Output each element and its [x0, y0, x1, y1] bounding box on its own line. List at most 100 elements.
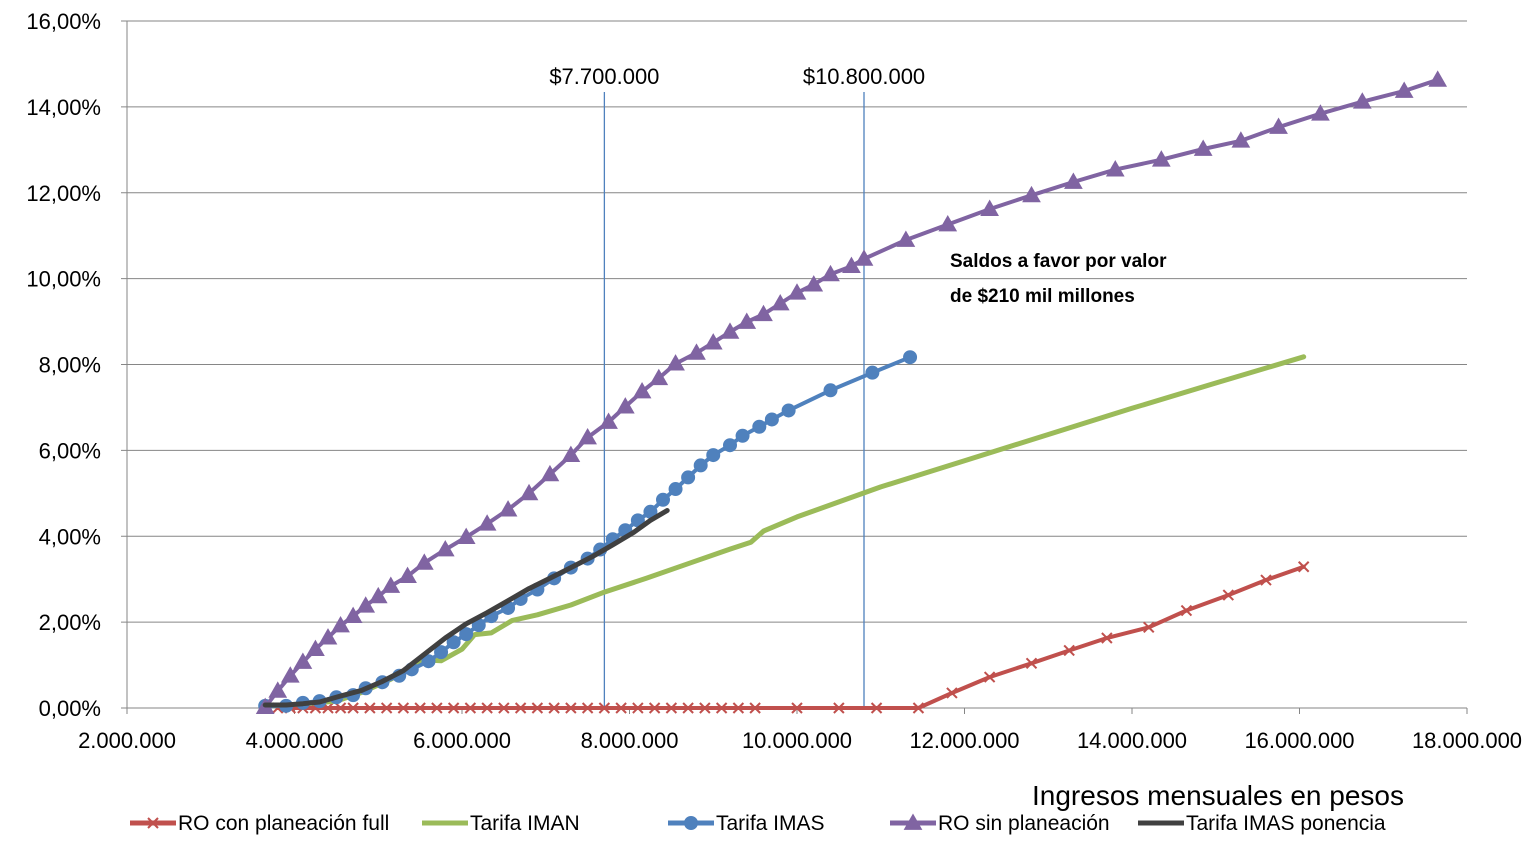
data-point-ro-sin-planeacion-46 [1269, 117, 1288, 134]
data-point-ro-sin-planeacion-4 [306, 639, 325, 657]
data-point-ro-con-planeacion-full-25-stroke-b [665, 702, 678, 714]
data-point-ro-con-planeacion-full-25 [665, 702, 678, 714]
data-point-ro-sin-planeacion-7 [343, 606, 363, 623]
x-tick-label-5: 12.000.000 [909, 728, 1019, 753]
data-point-ro-con-planeacion-full-7 [364, 702, 376, 714]
y-tick-label-5: 10,00% [26, 267, 101, 292]
legend-item-tarifa-imas-ponencia: Tarifa IMAS ponencia [1138, 812, 1386, 835]
data-point-ro-con-planeacion-full-20-stroke-b [581, 702, 594, 714]
data-point-ro-sin-planeacion-20 [578, 427, 597, 445]
data-point-ro-sin-planeacion-31 [770, 294, 790, 311]
data-point-ro-con-planeacion-full-23 [632, 702, 644, 714]
data-point-ro-con-planeacion-full-26-stroke-b [682, 702, 694, 714]
data-point-ro-con-planeacion-full-39-stroke-b [1101, 632, 1113, 644]
data-point-ro-con-planeacion-full-14 [481, 702, 493, 714]
data-point-ro-con-planeacion-full-11-stroke-b [431, 702, 443, 714]
x-tick-label-1: 4.000.000 [246, 728, 344, 753]
legend-label-ro-sin-planeacion: RO sin planeación [938, 812, 1110, 835]
data-point-ro-con-planeacion-full-21 [598, 702, 611, 714]
data-point-ro-con-planeacion-full-7-stroke-b [364, 702, 376, 714]
x-tick-label-3: 8.000.000 [581, 728, 679, 753]
data-point-ro-sin-planeacion-5 [318, 628, 338, 645]
data-point-ro-sin-planeacion-23 [632, 382, 652, 399]
data-point-ro-con-planeacion-full-22-stroke-b [615, 702, 627, 714]
y-tick-label-3: 6,00% [39, 438, 101, 463]
data-point-ro-sin-planeacion-15 [477, 514, 497, 531]
data-point-ro-con-planeacion-full-18 [548, 702, 560, 714]
data-point-ro-con-planeacion-full-35-stroke-b [946, 687, 958, 699]
data-point-ro-con-planeacion-full-12-stroke-b [447, 702, 460, 714]
data-point-ro-con-planeacion-full-4-stroke-b [322, 702, 334, 714]
data-point-ro-con-planeacion-full-9-stroke-b [397, 702, 410, 714]
data-point-ro-con-planeacion-full-43-stroke-b [1260, 574, 1272, 586]
data-point-ro-sin-planeacion-22 [615, 397, 635, 414]
data-point-ro-con-planeacion-full-28-stroke-b [715, 702, 728, 714]
legend-item-tarifa-iman: Tarifa IMAN [422, 812, 580, 835]
data-point-ro-con-planeacion-full-41 [1180, 604, 1193, 617]
data-point-ro-con-planeacion-full-19-stroke-b [565, 702, 577, 714]
x-tick-label-0: 2.000.000 [78, 728, 176, 753]
data-point-tarifa-imas-35 [764, 412, 779, 427]
data-point-ro-sin-planeacion-25 [666, 354, 685, 371]
data-point-ro-sin-planeacion-44 [1193, 139, 1213, 156]
legend-label-tarifa-imas: Tarifa IMAS [716, 812, 825, 835]
data-point-ro-sin-planeacion-1 [268, 681, 288, 698]
data-point-ro-con-planeacion-full-34 [912, 702, 925, 714]
data-point-tarifa-imas-13 [459, 627, 474, 642]
data-point-ro-sin-planeacion-18 [540, 464, 560, 482]
data-point-ro-con-planeacion-full-24 [648, 702, 661, 714]
data-point-ro-sin-planeacion-2 [280, 666, 300, 683]
series-line-ro-sin-planeacion [263, 77, 1440, 710]
data-point-ro-con-planeacion-full-40 [1143, 621, 1155, 633]
reference-line-label-0: $7.700.000 [549, 64, 659, 89]
data-point-ro-con-planeacion-full-16 [514, 702, 527, 714]
data-point-ro-con-planeacion-full-14-stroke-b [481, 702, 493, 714]
data-point-ro-con-planeacion-full-29-stroke-b [732, 702, 745, 714]
data-point-ro-con-planeacion-full-5 [334, 702, 347, 714]
data-point-ro-sin-planeacion-28 [720, 322, 740, 339]
data-point-ro-sin-planeacion-24 [649, 368, 669, 386]
data-point-ro-con-planeacion-full-20 [581, 702, 594, 714]
x-tick-label-6: 14.000.000 [1077, 728, 1187, 753]
data-point-tarifa-imas-36 [781, 403, 796, 418]
data-point-ro-con-planeacion-full-18-stroke-b [548, 702, 560, 714]
data-point-ro-sin-planeacion-30 [754, 304, 773, 322]
data-point-ro-sin-planeacion-50 [1428, 70, 1448, 87]
data-point-ro-con-planeacion-full-40-stroke-b [1143, 621, 1155, 633]
data-point-ro-sin-planeacion-21 [599, 412, 618, 429]
data-point-tarifa-imas-30 [693, 458, 708, 473]
data-point-ro-sin-planeacion-11 [398, 566, 417, 584]
data-point-ro-con-planeacion-full-16-stroke-b [514, 702, 527, 714]
legend-item-tarifa-imas: Tarifa IMAS [668, 812, 825, 835]
data-point-ro-sin-planeacion-32 [787, 283, 807, 300]
data-point-tarifa-imas-28 [668, 482, 683, 497]
y-tick-label-0: 0,00% [39, 696, 101, 721]
series-line-tarifa-imas-ponencia [262, 508, 670, 708]
data-point-ro-con-planeacion-full-33-stroke-b [870, 702, 883, 714]
data-point-ro-con-planeacion-full-37-stroke-b [1025, 657, 1038, 670]
y-tick-label-7: 14,00% [26, 95, 101, 120]
data-point-ro-sin-planeacion-40 [1022, 185, 1041, 203]
data-point-ro-sin-planeacion-27 [703, 333, 723, 350]
legend-item-ro-con-planeacion-full: RO con planeación full [130, 812, 389, 835]
y-tick-label-1: 2,00% [39, 610, 101, 635]
data-point-ro-con-planeacion-full-5-stroke-b [334, 702, 347, 714]
x-axis: 2.000.000 4.000.000 6.000.000 8.000.000 10.0… [78, 707, 1522, 753]
data-point-ro-con-planeacion-full-44 [1297, 561, 1310, 573]
data-point-ro-con-planeacion-full-30-stroke-b [749, 702, 761, 714]
data-point-ro-con-planeacion-full-29 [732, 702, 745, 714]
data-point-ro-sin-planeacion-48 [1352, 92, 1372, 109]
series-ro-con-planeacion-full [272, 561, 1310, 714]
data-point-ro-sin-planeacion-10 [381, 576, 401, 593]
data-point-ro-con-planeacion-full-31-stroke-b [791, 702, 803, 714]
data-point-ro-con-planeacion-full-9 [397, 702, 410, 714]
data-point-ro-sin-planeacion-16 [498, 500, 518, 517]
legend-item-ro-sin-planeacion: RO sin planeación [890, 812, 1110, 835]
data-point-ro-sin-planeacion-42 [1105, 160, 1125, 177]
data-point-ro-sin-planeacion-29 [737, 312, 757, 329]
data-point-ro-con-planeacion-full-35 [946, 687, 958, 699]
x-axis-title: Ingresos mensuales en pesos [1032, 780, 1404, 811]
data-point-ro-con-planeacion-full-42-stroke-b [1222, 589, 1235, 601]
data-point-ro-con-planeacion-full-27-stroke-b [699, 702, 711, 714]
